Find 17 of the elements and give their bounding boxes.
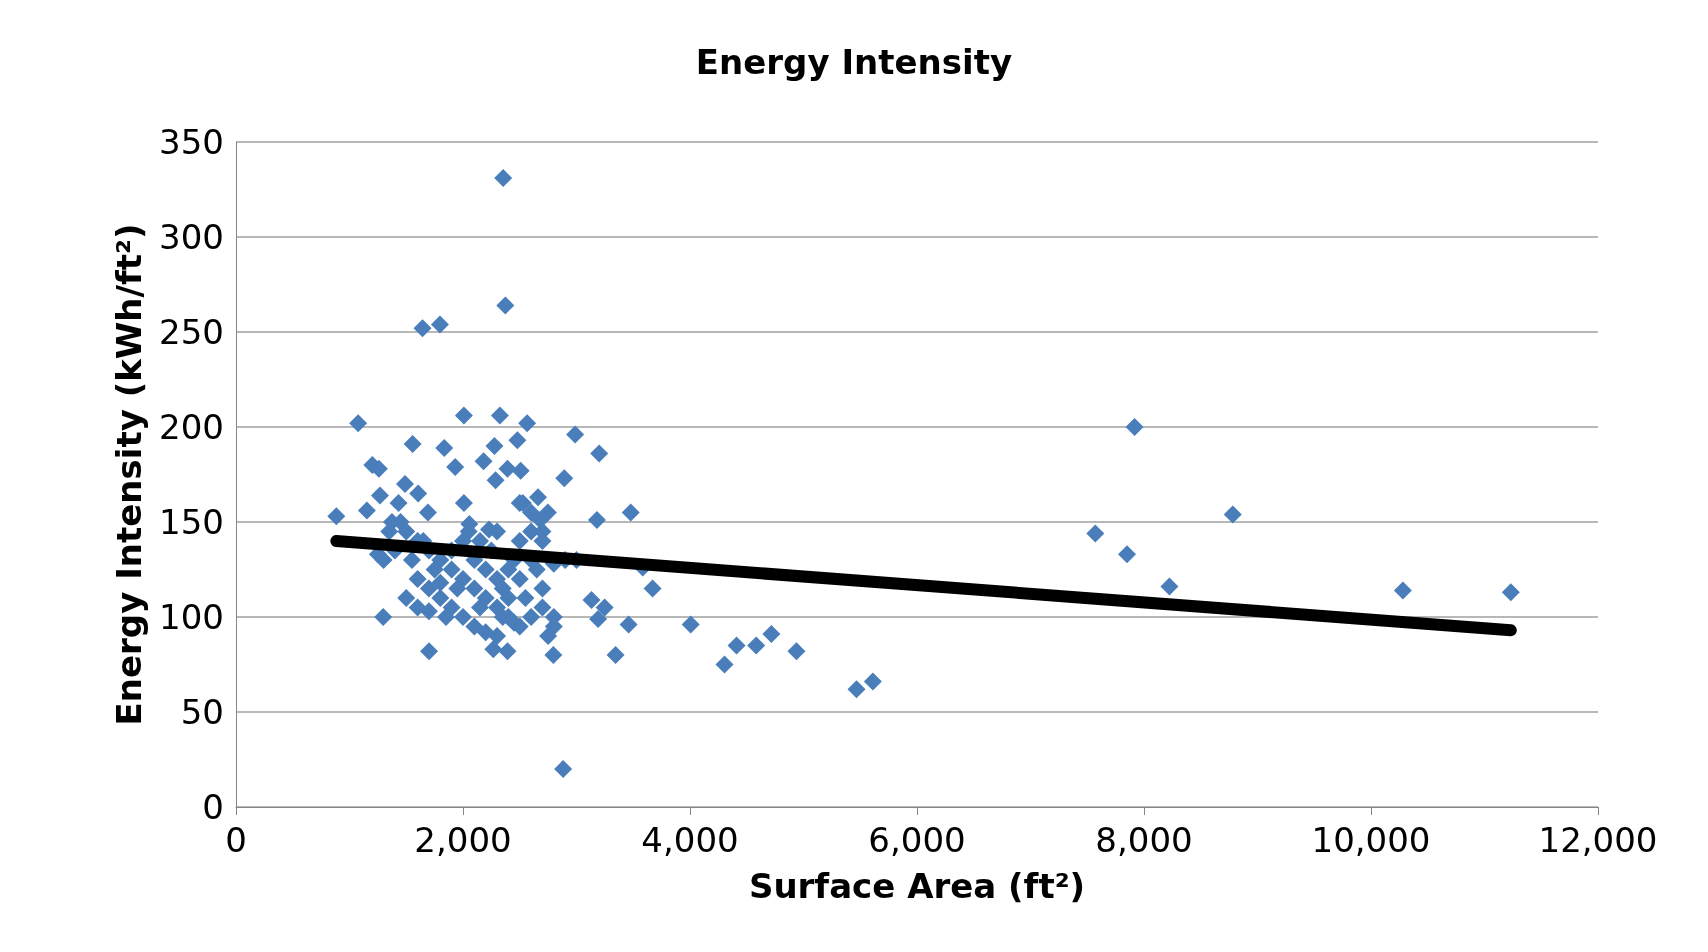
x-tick-label: 6,000 — [868, 820, 966, 860]
y-tick-label: 350 — [159, 122, 224, 162]
y-tick-label: 50 — [180, 692, 224, 732]
x-tick-label: 2,000 — [414, 820, 512, 860]
y-tick-label: 300 — [159, 217, 224, 257]
chart-title: Energy Intensity — [695, 42, 1013, 82]
y-axis-title: Energy Intensity (kWh/ft²) — [109, 223, 149, 726]
x-tick-label: 12,000 — [1538, 820, 1658, 860]
y-tick-label: 200 — [159, 407, 224, 447]
x-tick-label: 10,000 — [1311, 820, 1431, 860]
y-tick-label: 0 — [202, 787, 224, 827]
y-tick-label: 150 — [159, 502, 224, 542]
x-tick-label: 8,000 — [1095, 820, 1193, 860]
x-tick-label: 4,000 — [641, 820, 739, 860]
y-tick-label: 250 — [159, 312, 224, 352]
y-tick-label: 100 — [159, 597, 224, 637]
x-axis-title: Surface Area (ft²) — [748, 866, 1086, 906]
